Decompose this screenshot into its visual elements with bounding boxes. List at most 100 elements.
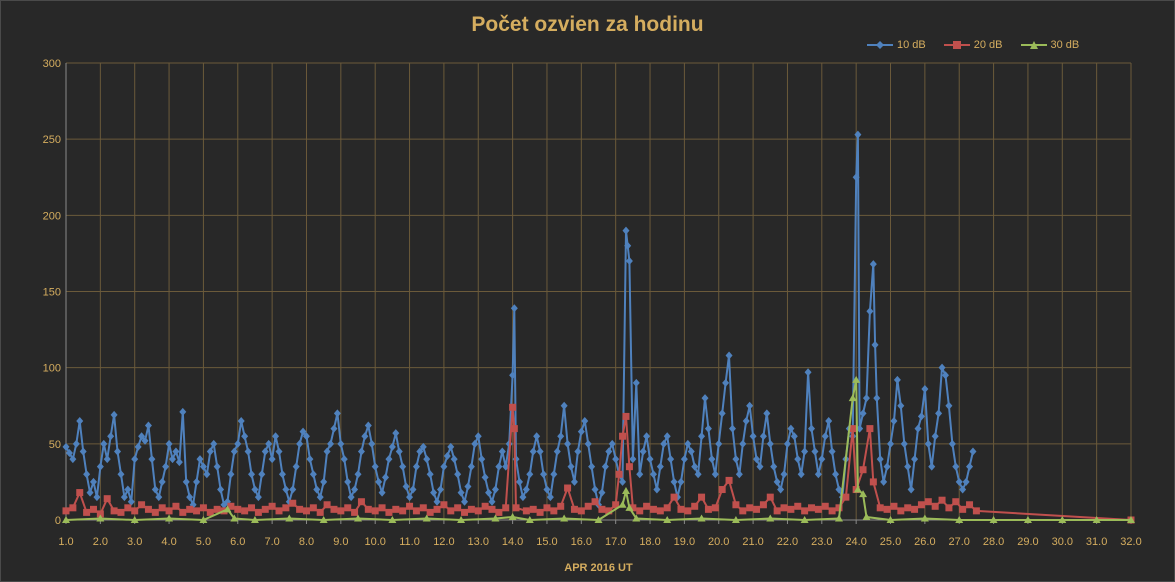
data-point-0-145 (557, 432, 565, 441)
data-point-0-248 (900, 439, 908, 448)
data-point-0-123 (485, 488, 493, 497)
data-point-0-137 (529, 447, 537, 456)
data-point-2-38 (1023, 516, 1032, 523)
data-point-0-21 (134, 442, 142, 451)
data-point-0-12 (103, 455, 111, 464)
data-point-0-29 (162, 462, 170, 471)
data-point-0-205 (759, 432, 767, 441)
data-point-1-105 (759, 501, 767, 509)
data-point-1-103 (746, 504, 754, 512)
data-point-0-110 (440, 462, 448, 471)
data-point-0-77 (327, 439, 335, 448)
data-point-1-37 (316, 508, 324, 516)
data-point-0-266 (962, 477, 970, 486)
data-point-0-225 (828, 447, 836, 456)
data-point-0-201 (746, 401, 754, 410)
chart-title: Počet ozvien za hodinu (471, 13, 704, 36)
data-point-2-40 (1092, 516, 1101, 523)
data-point-1-57 (454, 504, 462, 512)
data-point-1-73 (557, 502, 565, 510)
data-point-0-206 (763, 409, 771, 418)
data-point-0-3 (72, 439, 80, 448)
data-point-0-90 (371, 462, 379, 471)
data-point-2-26 (766, 514, 775, 522)
data-point-1-81 (612, 501, 620, 509)
data-point-1-39 (330, 505, 338, 513)
data-point-1-120 (859, 466, 867, 474)
data-point-1-130 (924, 498, 932, 506)
data-point-0-50 (234, 439, 242, 448)
data-point-0-150 (574, 447, 582, 456)
data-point-0-85 (354, 470, 362, 479)
data-point-0-183 (684, 439, 692, 448)
data-point-0-184 (687, 447, 695, 456)
data-point-0-170 (639, 447, 647, 456)
data-point-0-213 (787, 424, 795, 433)
data-point-1-62 (488, 505, 496, 513)
data-point-0-53 (244, 447, 252, 456)
data-point-0-119 (471, 439, 479, 448)
data-point-1-17 (179, 508, 187, 516)
data-point-1-83 (619, 432, 627, 440)
x-tick-label-25: 26.0 (914, 536, 935, 548)
data-point-2-32 (859, 490, 868, 498)
data-point-0-136 (526, 470, 534, 479)
data-point-1-84 (622, 412, 630, 420)
data-point-0-207 (766, 439, 774, 448)
data-point-0-166 (625, 257, 633, 266)
data-point-0-96 (392, 429, 400, 438)
legend-item-20db: 20 dB (943, 39, 1003, 51)
data-point-1-104 (753, 505, 761, 513)
data-point-1-2 (76, 489, 84, 497)
x-tick-label-7: 8.0 (299, 536, 314, 548)
data-point-1-4 (89, 505, 97, 513)
y-tick-label-6: 300 (43, 58, 61, 70)
data-point-1-21 (206, 508, 214, 516)
data-point-0-103 (416, 447, 424, 456)
data-point-0-0 (62, 442, 70, 451)
data-point-0-223 (821, 432, 829, 441)
data-point-2-23 (663, 516, 672, 523)
data-point-0-87 (361, 432, 369, 441)
data-point-0-19 (127, 497, 135, 506)
data-point-1-70 (536, 508, 544, 516)
data-point-1-10 (131, 507, 139, 515)
data-point-1-107 (773, 507, 781, 515)
data-point-0-9 (93, 493, 101, 502)
data-point-1-47 (385, 508, 393, 516)
data-point-0-259 (938, 363, 946, 372)
data-point-1-134 (952, 498, 960, 506)
data-point-0-127 (498, 447, 506, 456)
data-point-0-212 (783, 439, 791, 448)
data-point-0-52 (241, 432, 249, 441)
data-point-0-242 (880, 477, 888, 486)
data-point-0-260 (941, 371, 949, 380)
data-point-1-67 (512, 504, 520, 512)
data-point-1-36 (309, 504, 317, 512)
series-line-0 (65, 133, 974, 506)
data-point-0-116 (461, 497, 469, 506)
data-point-0-97 (395, 447, 403, 456)
data-point-1-114 (821, 502, 829, 510)
data-point-0-126 (495, 462, 503, 471)
x-tick-label-9: 10.0 (364, 536, 385, 548)
data-point-1-86 (629, 504, 637, 512)
x-axis-label: APR 2016 UT (564, 562, 633, 574)
data-point-2-28 (834, 514, 843, 522)
data-point-0-125 (491, 485, 499, 494)
legend-item-30db: 30 dB (1020, 39, 1079, 51)
data-point-1-15 (165, 507, 173, 515)
data-point-0-174 (653, 485, 661, 494)
data-point-0-109 (436, 485, 444, 494)
data-point-0-188 (701, 394, 709, 403)
data-point-0-11 (100, 439, 108, 448)
data-point-0-151 (577, 427, 585, 436)
data-point-1-90 (656, 507, 664, 515)
data-point-0-265 (959, 485, 967, 494)
data-point-1-27 (248, 504, 256, 512)
data-point-2-8 (285, 514, 294, 522)
data-point-1-13 (151, 508, 159, 516)
x-tick-label-8: 9.0 (333, 536, 348, 548)
data-point-0-2 (69, 455, 77, 464)
data-point-0-244 (887, 439, 895, 448)
